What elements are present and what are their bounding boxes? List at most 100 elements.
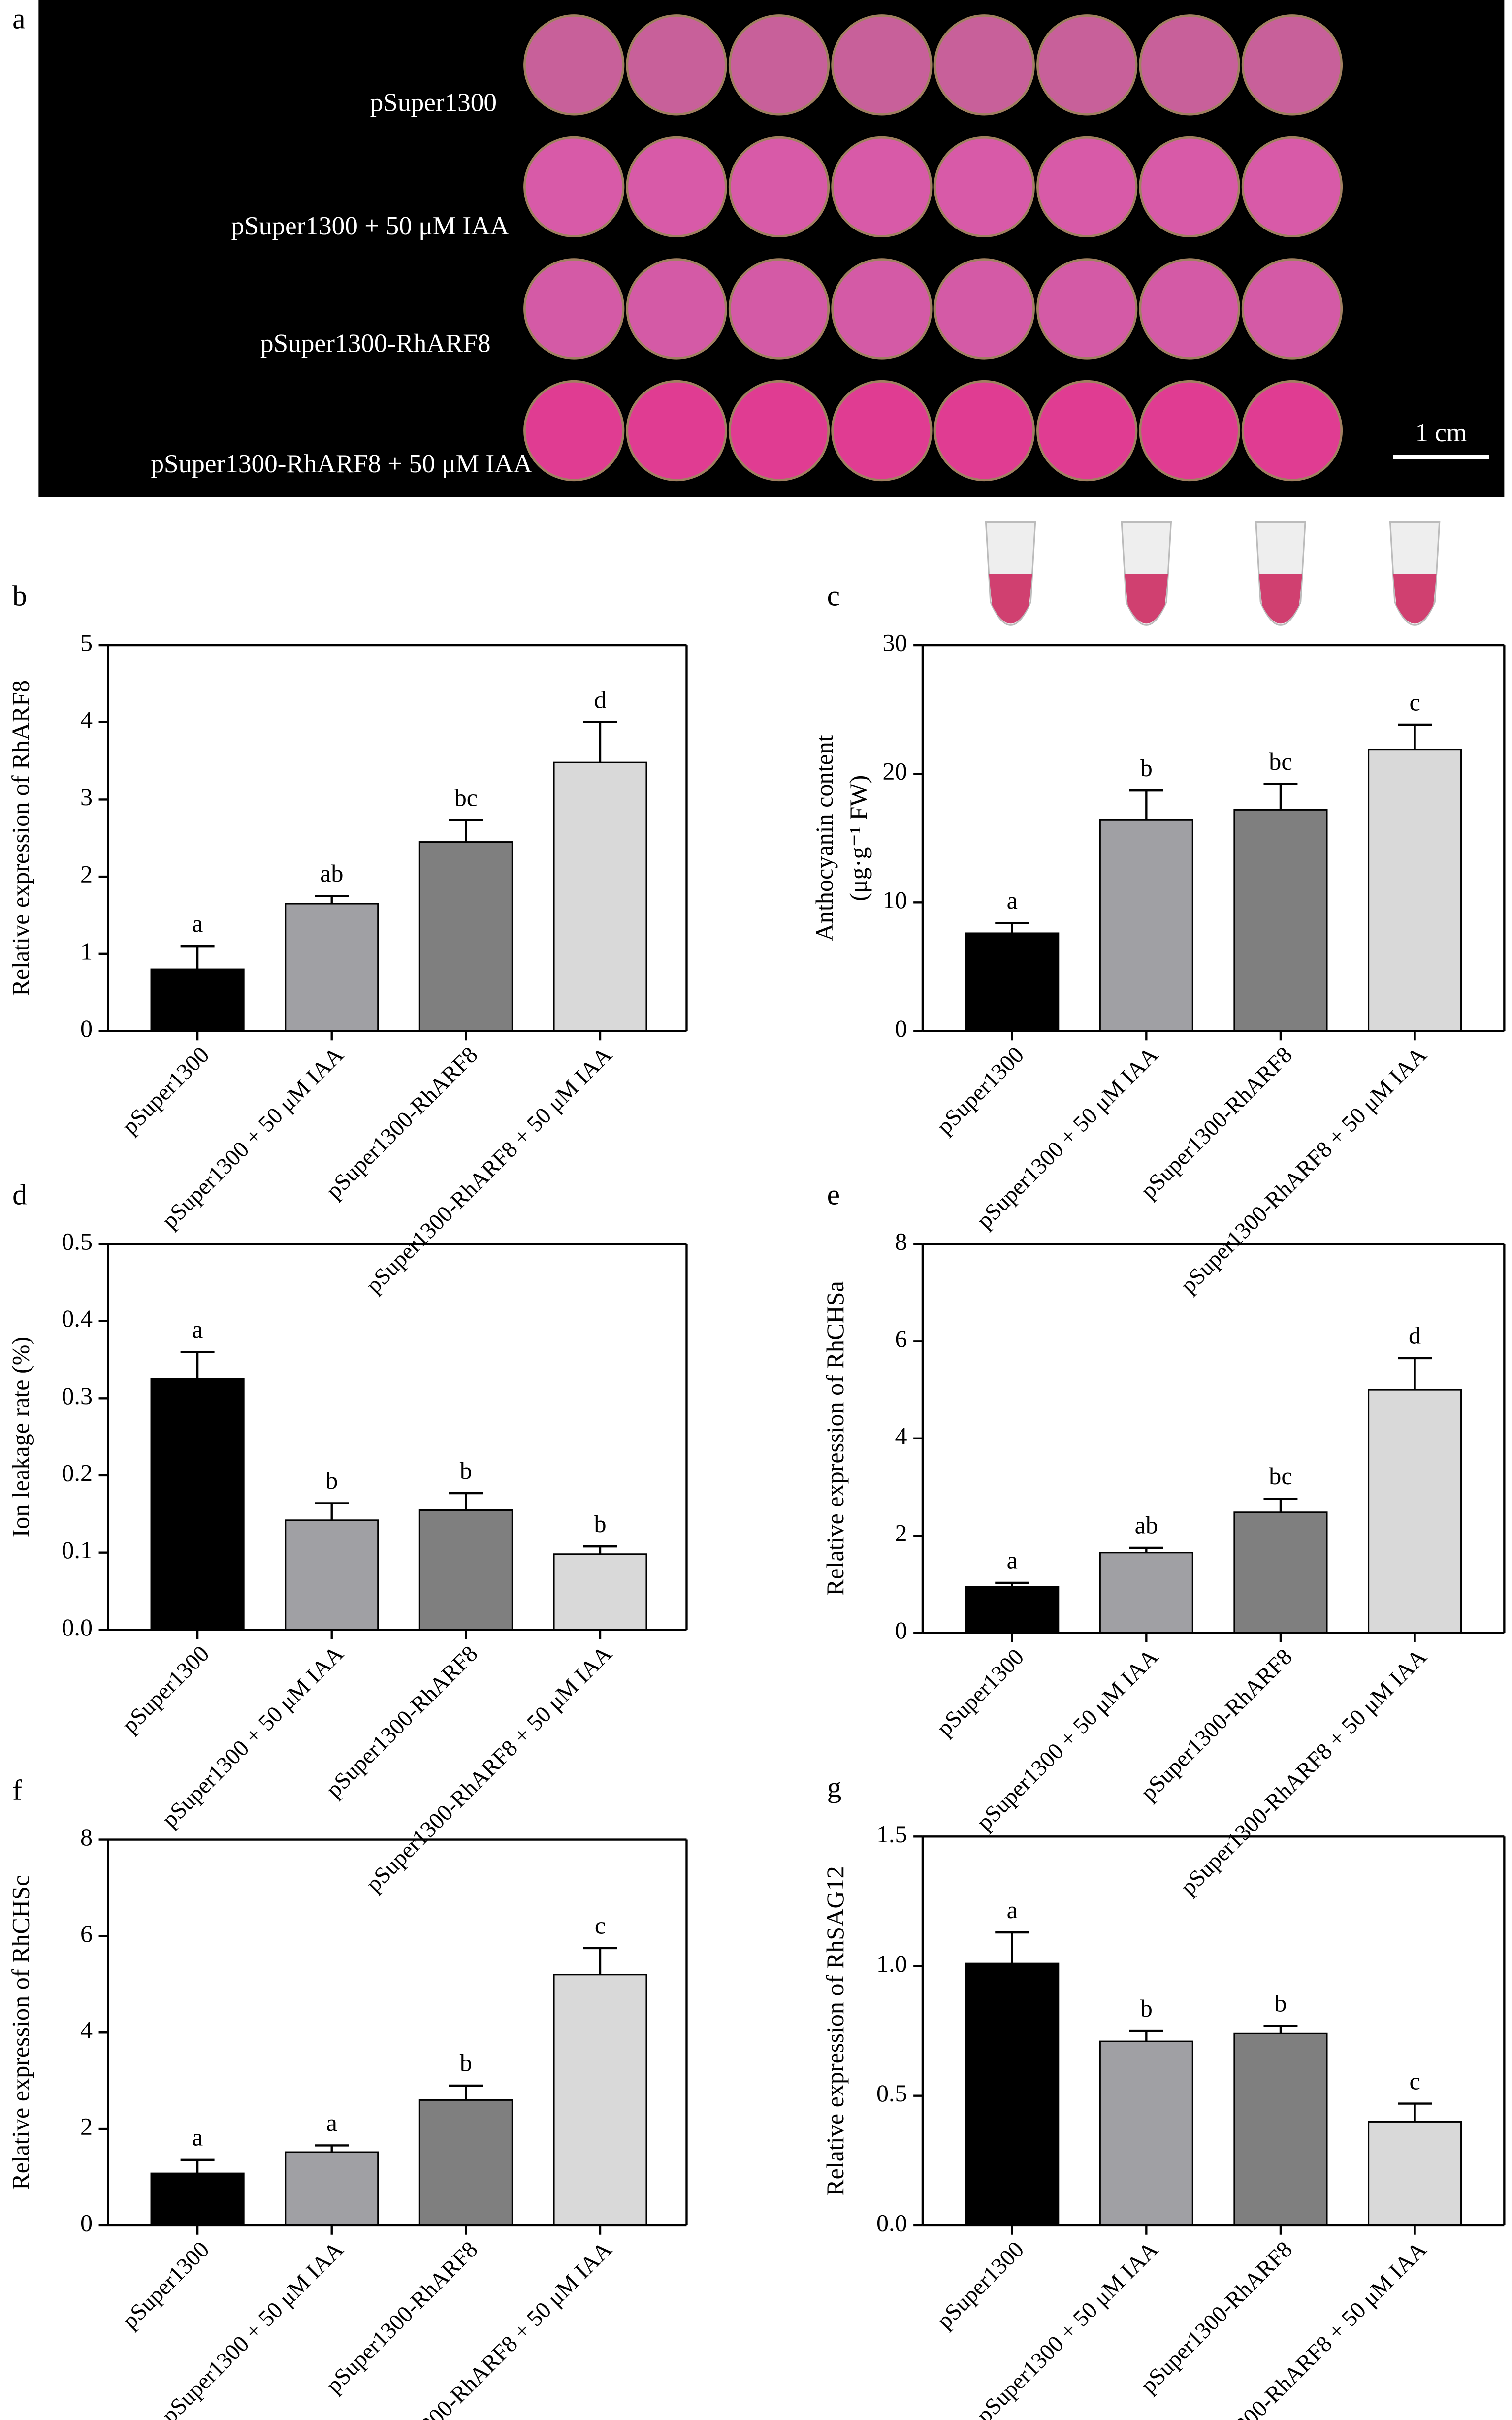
data-label: bc	[454, 784, 478, 812]
y-tick-label: 2	[80, 860, 93, 888]
data-label: a	[192, 2124, 203, 2151]
y-tick-label: 0	[80, 1014, 93, 1042]
petal-disc	[523, 14, 625, 116]
bar	[1233, 809, 1328, 1032]
bar	[965, 1586, 1060, 1634]
bar	[1099, 2040, 1193, 2226]
petal-disc	[933, 380, 1035, 482]
data-label: ab	[320, 859, 343, 887]
y-tick-label: 1.0	[876, 1950, 907, 1977]
tube-liquid	[1393, 574, 1437, 624]
y-tick-label: 0.4	[62, 1305, 93, 1332]
petal-disc	[523, 136, 625, 238]
tubes	[985, 521, 1441, 626]
data-label: b	[1140, 754, 1153, 782]
bar	[285, 1519, 379, 1631]
petal-disc	[626, 14, 727, 116]
tube-liquid	[1125, 574, 1168, 624]
data-label: a	[192, 910, 203, 937]
bar	[418, 2099, 513, 2226]
petal-disc	[1139, 136, 1240, 238]
petal-disc	[728, 380, 830, 482]
data-label: b	[1274, 1989, 1287, 2017]
bar	[965, 1962, 1060, 2226]
petal-disc	[523, 380, 625, 482]
petal-disc	[1241, 380, 1343, 482]
y-tick-label: 0	[895, 1616, 907, 1644]
y-axis-label: Ion leakage rate (%)	[7, 1337, 34, 1537]
data-label: bc	[1269, 748, 1292, 775]
data-label: c	[1409, 2067, 1420, 2094]
y-tick-label: 10	[882, 886, 907, 914]
y-tick-label: 0.0	[876, 2209, 907, 2236]
bar	[150, 2172, 245, 2226]
y-axis-label: Relative expression of RhSAG12	[821, 1866, 849, 2196]
y-tick-label: 0.5	[62, 1227, 93, 1255]
petal-disc	[728, 136, 830, 238]
y-tick-label: 20	[882, 757, 907, 785]
bar	[150, 968, 245, 1032]
y-tick-label: 0.3	[62, 1382, 93, 1409]
scale-bar-label: 1 cm	[1415, 418, 1467, 447]
bar	[1099, 1552, 1193, 1634]
data-label: b	[325, 1467, 338, 1494]
bar	[418, 841, 513, 1032]
photo-panel: a pSuper1300 pSuper1300 + 50 μM IAA pSup…	[12, 0, 1505, 497]
bar	[553, 1974, 647, 2226]
petal-disc	[1036, 380, 1138, 482]
y-tick-label: 1.5	[876, 1820, 907, 1848]
petal-disc	[933, 258, 1035, 360]
bar	[285, 2151, 379, 2226]
petal-disc	[1036, 14, 1138, 116]
bar	[553, 1553, 647, 1631]
y-tick-label: 8	[895, 1227, 907, 1255]
y-axis-label: Relative expression of RhCHSc	[7, 1875, 34, 2190]
panel-label: f	[12, 1774, 22, 1806]
petal-disc	[728, 14, 830, 116]
y-axis-label: Relative expression of RhCHSa	[821, 1281, 849, 1596]
bar	[1368, 1389, 1462, 1634]
y-tick-label: 2	[80, 2113, 93, 2140]
petal-disc	[1241, 14, 1343, 116]
y-tick-label: 0.0	[62, 1613, 93, 1641]
y-tick-label: 0.1	[62, 1536, 93, 1564]
tube-liquid	[1259, 574, 1302, 624]
row-label: pSuper1300-RhARF8	[260, 328, 491, 358]
petal-disc	[831, 14, 933, 116]
petal-disc	[1139, 380, 1240, 482]
row-label: pSuper1300 + 50 μM IAA	[231, 211, 510, 240]
row-label: pSuper1300-RhARF8 + 50 μM IAA	[151, 449, 532, 478]
petal-disc	[626, 380, 727, 482]
y-tick-label: 30	[882, 629, 907, 656]
bar	[1099, 819, 1193, 1032]
tube-liquid	[989, 574, 1032, 624]
y-axis-label: (μg·g⁻¹ FW)	[844, 775, 872, 901]
data-label: a	[1007, 1546, 1018, 1574]
bar	[1233, 2032, 1328, 2226]
panel-label: e	[827, 1178, 840, 1211]
y-axis-label: Anthocyanin content	[810, 735, 838, 941]
y-tick-label: 4	[895, 1422, 907, 1449]
data-label: c	[595, 1912, 606, 1939]
petal-disc	[626, 136, 727, 238]
bar	[1368, 2121, 1462, 2226]
petal-disc	[831, 380, 933, 482]
data-label: ab	[1135, 1511, 1158, 1539]
data-label: b	[594, 1510, 606, 1537]
y-tick-label: 0.2	[62, 1459, 93, 1486]
petal-disc	[1241, 258, 1343, 360]
petal-disc	[523, 258, 625, 360]
panel-label: d	[12, 1178, 27, 1211]
panel-label: a	[12, 2, 25, 35]
bar	[418, 1509, 513, 1631]
data-label: b	[460, 2049, 472, 2077]
y-tick-label: 6	[895, 1325, 907, 1352]
petal-disc	[1241, 136, 1343, 238]
petal-disc	[1036, 136, 1138, 238]
y-tick-label: 4	[80, 706, 93, 733]
data-label: a	[1007, 886, 1018, 914]
petal-disc	[831, 136, 933, 238]
data-label: c	[1409, 688, 1420, 716]
y-tick-label: 0.5	[876, 2079, 907, 2107]
